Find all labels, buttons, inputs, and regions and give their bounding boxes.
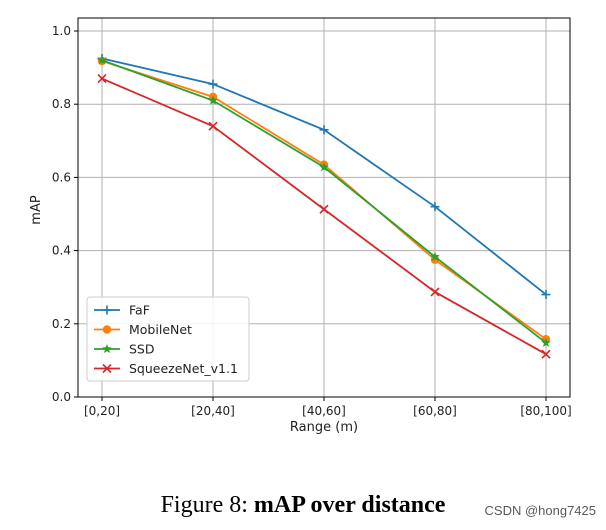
data-point-ssd — [430, 251, 440, 261]
data-point-faf — [541, 290, 551, 300]
y-tick-label: 0.4 — [52, 244, 71, 258]
y-tick-label: 0.0 — [52, 390, 71, 404]
legend-marker-mobilenet — [102, 325, 112, 334]
data-point-squeezenet-v1-1 — [208, 121, 218, 131]
legend-marker-squeezenet-v1-1 — [102, 363, 112, 374]
legend-label-ssd: SSD — [129, 342, 155, 357]
watermark: CSDN @hong7425 — [484, 503, 596, 518]
data-point-faf — [208, 79, 218, 89]
x-tick-label: [60,80] — [413, 404, 457, 418]
caption-prefix: Figure 8: — [160, 492, 254, 518]
legend-marker-ssd — [102, 344, 112, 354]
data-point-ssd — [97, 55, 107, 65]
y-tick-label: 1.0 — [52, 24, 71, 38]
x-tick-label: [80,100] — [520, 404, 571, 418]
x-tick-label: [0,20] — [84, 404, 120, 418]
caption-title: mAP over distance — [253, 492, 446, 518]
data-point-faf — [430, 202, 440, 212]
line-chart: mAP Range (m) 0.0 0.2 0.4 0.6 0.8 1.0 [0,20] [2… — [29, 17, 572, 435]
y-axis-label: mAP — [29, 195, 44, 225]
data-point-ssd — [541, 337, 551, 347]
data-point-squeezenet-v1-1 — [97, 74, 107, 84]
data-point-faf — [319, 125, 329, 135]
x-tick-label: [20,40] — [191, 404, 235, 418]
data-point-squeezenet-v1-1 — [319, 204, 329, 214]
x-tick-label: [40,60] — [302, 404, 346, 418]
data-point-squeezenet-v1-1 — [430, 287, 440, 297]
legend-label-mobilenet: MobileNet — [129, 322, 192, 337]
legend: FaF MobileNet SSD SqueezeNet_v1.1 — [86, 296, 250, 382]
data-point-ssd — [319, 162, 329, 172]
data-point-squeezenet-v1-1 — [541, 349, 551, 359]
y-tick-label: 0.6 — [52, 170, 71, 184]
legend-label-faf: FaF — [129, 303, 150, 318]
figure-caption: Figure 8: mAP over distance — [0, 492, 606, 519]
legend-marker-faf — [102, 305, 112, 315]
data-point-ssd — [208, 95, 218, 105]
series-ssd — [97, 55, 551, 347]
y-tick-label: 0.8 — [52, 97, 71, 111]
series-squeezenet-v1-1 — [97, 74, 551, 359]
x-axis-label: Range (m) — [290, 420, 358, 435]
legend-label-squeezenet-v1-1: SqueezeNet_v1.1 — [129, 361, 238, 376]
legend-box — [86, 296, 250, 382]
y-tick-label: 0.2 — [52, 317, 71, 331]
